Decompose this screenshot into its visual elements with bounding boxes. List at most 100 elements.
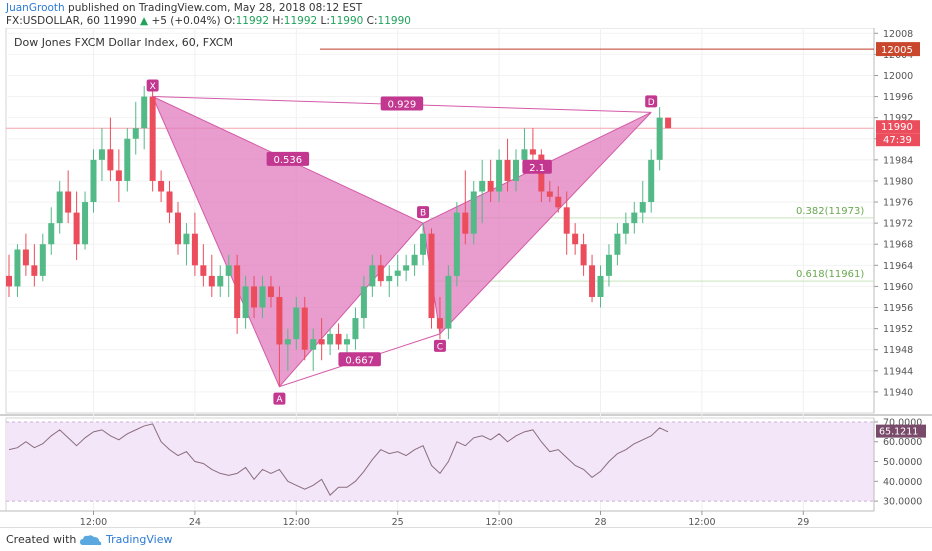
- candle-body: [572, 233, 579, 245]
- candle-body: [597, 275, 604, 297]
- candle-body: [65, 191, 72, 213]
- candle-body: [132, 128, 139, 139]
- price-axis-label: 11968: [883, 240, 913, 251]
- symbol-name[interactable]: FX:USDOLLAR, 60: [6, 15, 100, 27]
- price-axis-label: 12000: [883, 71, 913, 82]
- candle-body: [310, 339, 317, 350]
- candle-body: [276, 296, 283, 345]
- close-label: C:: [366, 15, 378, 27]
- candle-body: [453, 212, 460, 276]
- ratio-badge: [338, 352, 381, 367]
- rsi-line[interactable]: [8, 423, 669, 496]
- pattern-point-marker[interactable]: [417, 206, 430, 219]
- footer: Created with TradingView: [0, 527, 932, 551]
- pattern-point-label: A: [276, 395, 283, 405]
- price-change: +5 (+0.04%): [151, 15, 221, 27]
- time-axis[interactable]: 12:00 24 12:00 25 12:00 28 12:00 29: [0, 510, 874, 527]
- candle-body: [622, 223, 629, 234]
- rsi-axis-label: 60.0000: [883, 437, 922, 448]
- candle-body: [39, 244, 46, 276]
- pattern-point-marker[interactable]: [146, 79, 159, 92]
- candle-body: [555, 196, 562, 208]
- fib-level-label: 0.382(11973): [796, 206, 864, 217]
- candle-body: [420, 233, 427, 255]
- candle-body: [436, 318, 443, 329]
- alert-price-badge: [876, 42, 920, 57]
- price-axis-label: 11972: [883, 219, 913, 230]
- candle-body: [200, 265, 207, 276]
- candle-body: [656, 117, 663, 160]
- price-axis-label: 11940: [883, 387, 913, 398]
- candle-body: [589, 265, 596, 297]
- candle-body: [411, 254, 418, 266]
- candle-body: [82, 202, 89, 245]
- high-label: H:: [272, 15, 284, 27]
- candle-body: [665, 117, 672, 129]
- price-axis-label: 11948: [883, 345, 913, 356]
- ratio-badge: [266, 151, 310, 166]
- last-price: 11990: [103, 15, 137, 27]
- pattern-point-marker[interactable]: [645, 95, 658, 108]
- rsi-axis-label: 70.0000: [883, 417, 922, 428]
- symbol-line: FX:USDOLLAR, 60 11990 ▲ +5 (+0.04%) O:11…: [6, 15, 411, 27]
- rsi-pane[interactable]: RSI30.000040.000050.000060.000070.000065…: [5, 417, 926, 512]
- candle-body: [208, 275, 215, 287]
- candle-body: [344, 339, 350, 345]
- candle-body: [22, 249, 29, 266]
- publish-info: published on TradingView.com, May 28, 20…: [68, 2, 363, 14]
- rsi-last-badge: [876, 424, 926, 438]
- candle-body: [563, 207, 570, 234]
- candle-body: [14, 249, 21, 287]
- price-axis-label: 11964: [883, 261, 913, 272]
- candle-body: [225, 265, 232, 276]
- time-axis-label: 12:00: [80, 517, 107, 527]
- author-link[interactable]: JuanGrooth: [6, 2, 65, 14]
- candle-body: [631, 212, 638, 224]
- created-with-text: Created with: [6, 533, 77, 546]
- candle-body: [175, 212, 181, 245]
- tradingview-brand[interactable]: TradingView: [106, 533, 173, 546]
- rsi-band: [6, 421, 874, 502]
- ratio-badge: [522, 159, 552, 174]
- ratio-label: 0.929: [388, 99, 417, 110]
- candle-body: [513, 159, 519, 181]
- candle-body: [327, 333, 334, 345]
- candle-body: [251, 286, 258, 308]
- candle-body: [158, 180, 165, 192]
- candle-body: [124, 138, 131, 181]
- price-axis-label: 11980: [883, 176, 913, 187]
- rsi-axis-label: 30.0000: [883, 497, 922, 508]
- candle-body: [614, 233, 621, 255]
- alert-price-label: 12005: [881, 45, 913, 56]
- price-axis-label: 11960: [883, 282, 913, 293]
- candle-body: [639, 202, 646, 213]
- chart-title: Dow Jones FXCM Dollar Index, 60, FXCM: [14, 36, 233, 49]
- candle-body: [403, 265, 410, 271]
- candle-body: [496, 159, 503, 192]
- candle-body: [48, 223, 55, 245]
- pattern-point-marker[interactable]: [433, 339, 446, 352]
- price-axis-label: 11976: [883, 198, 913, 209]
- candle-body: [191, 233, 198, 266]
- last-price-badge: [876, 120, 920, 134]
- candle-body: [149, 96, 156, 181]
- candle-body: [73, 212, 80, 245]
- price-axis-label: 11956: [883, 303, 913, 314]
- ratio-label: 0.667: [345, 355, 374, 366]
- chart-canvas[interactable]: 11940 11944 11948 11952 11956 11960 11964 11968…: [0, 28, 932, 527]
- close-value: 11990: [377, 15, 411, 27]
- candle-body: [394, 270, 401, 276]
- countdown-badge: [876, 133, 920, 147]
- time-axis-label: 12:00: [485, 517, 512, 527]
- candle-body: [166, 191, 173, 213]
- time-axis-label: 24: [189, 517, 201, 527]
- candle-body: [115, 170, 122, 181]
- time-axis-label: 25: [392, 517, 404, 527]
- candle-body: [529, 149, 536, 155]
- pattern-point-marker[interactable]: [273, 392, 286, 405]
- pattern-point-label: C: [437, 342, 443, 352]
- candle-body: [580, 244, 587, 266]
- candle-body: [428, 233, 435, 319]
- candle-body: [217, 275, 224, 287]
- low-label: L:: [320, 15, 330, 27]
